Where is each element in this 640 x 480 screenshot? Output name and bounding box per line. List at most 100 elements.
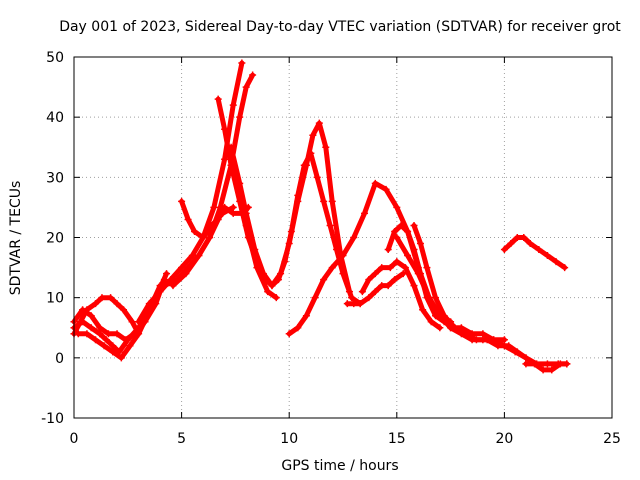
data-point [214, 95, 222, 103]
series-arc6 [160, 71, 257, 290]
data-point [320, 197, 328, 205]
data-point [543, 252, 551, 260]
data-point [238, 59, 246, 67]
axis-ticks [73, 56, 613, 419]
data-point [350, 234, 358, 241]
y-tick-label: 0 [55, 351, 64, 367]
data-point [109, 348, 117, 356]
data-point [393, 203, 401, 211]
data-point [397, 221, 405, 229]
data-point [500, 342, 508, 350]
data-point [184, 215, 192, 223]
data-point [264, 288, 272, 296]
data-point [410, 282, 418, 290]
data-point [229, 209, 237, 217]
data-point [311, 294, 319, 302]
series-trace [232, 168, 279, 301]
series-arc20 [522, 360, 571, 374]
data-point [371, 270, 379, 278]
data-point [563, 360, 571, 368]
data-point [468, 336, 476, 344]
data-point [313, 173, 321, 181]
data-point [249, 71, 257, 79]
data-point [543, 360, 551, 368]
data-point [432, 294, 440, 302]
x-tick-label: 20 [495, 431, 513, 447]
data-point [309, 131, 317, 139]
data-point [500, 246, 508, 254]
data-point [378, 264, 386, 272]
series-arc21 [500, 234, 569, 272]
data-point [328, 264, 336, 272]
x-tick-label: 0 [70, 431, 79, 447]
data-point [160, 282, 168, 290]
data-point [253, 264, 261, 272]
data-point [328, 197, 336, 205]
data-point [135, 330, 143, 338]
y-tick-label: 10 [46, 291, 64, 307]
data-point [96, 330, 104, 338]
data-point [294, 197, 302, 205]
series-trace [228, 120, 352, 295]
data-point [221, 155, 229, 163]
data-point [315, 119, 323, 127]
data-point [92, 336, 100, 344]
data-point [393, 234, 401, 241]
data-point [561, 264, 569, 272]
data-point [427, 318, 435, 326]
data-point [104, 330, 112, 338]
data-point [393, 258, 401, 266]
data-point [87, 312, 95, 320]
data-point [382, 185, 390, 193]
data-point [361, 209, 369, 217]
data-point [507, 240, 515, 248]
data-point [182, 270, 190, 278]
data-point [236, 113, 244, 121]
data-point [107, 294, 115, 302]
data-point [307, 149, 315, 157]
series-trace [71, 295, 142, 337]
data-point [490, 336, 498, 344]
data-point [221, 125, 229, 133]
data-point [386, 264, 394, 272]
data-point [124, 336, 132, 344]
data-point [128, 318, 136, 326]
y-axis-title: SDTVAR / TECUs [8, 181, 24, 296]
y-tick-label: 20 [46, 231, 64, 247]
data-point [404, 227, 412, 235]
series-group [70, 59, 571, 374]
data-point [102, 336, 110, 344]
data-point [302, 161, 310, 169]
series-trace [308, 150, 363, 307]
data-point [135, 318, 143, 326]
series-arc11 [231, 167, 280, 302]
data-point [277, 270, 285, 278]
data-point [522, 360, 530, 368]
data-point [163, 270, 171, 278]
data-point [423, 264, 431, 272]
data-point [404, 252, 412, 260]
data-point [339, 252, 347, 260]
data-point [457, 324, 465, 332]
chart-title: Day 001 of 2023, Sidereal Day-to-day VTE… [59, 19, 621, 35]
data-point [365, 294, 373, 302]
y-tick-label: -10 [41, 411, 64, 427]
data-point [272, 294, 280, 302]
data-point [178, 197, 186, 205]
data-point [520, 234, 528, 241]
y-tick-label: 30 [46, 170, 64, 186]
data-point [294, 324, 302, 332]
data-point [539, 366, 547, 374]
data-point [365, 276, 373, 284]
data-point [96, 324, 104, 332]
data-point [79, 306, 87, 314]
data-point [436, 312, 444, 320]
data-point [358, 288, 366, 296]
data-point [109, 342, 117, 350]
x-axis-title: GPS time / hours [281, 458, 398, 474]
data-point [218, 209, 226, 217]
data-point [457, 330, 465, 338]
data-point [531, 360, 539, 368]
data-point [191, 227, 199, 235]
